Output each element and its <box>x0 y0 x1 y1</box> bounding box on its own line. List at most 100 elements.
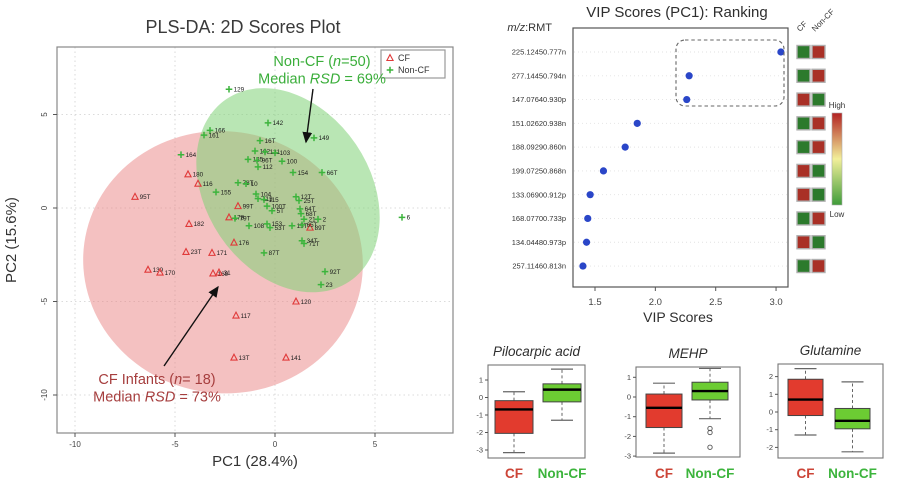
x-tick-label: 5 <box>373 440 378 449</box>
vip-row-label: 147.07640.930p <box>512 95 566 104</box>
x-tick-label: 0 <box>273 440 278 449</box>
point-label: 68T <box>306 211 317 218</box>
point-label: 5T <box>277 208 285 215</box>
point-label: 161 <box>209 132 220 139</box>
noncf-point-marker <box>288 222 296 230</box>
cf-point-marker <box>291 296 301 305</box>
vip-row-label: 134.04480.973p <box>512 238 566 247</box>
heat-cell-cf <box>796 116 811 131</box>
vip-xlabel: VIP Scores <box>643 309 713 325</box>
heat-cell-noncf <box>811 139 826 155</box>
colorbar-low-label: Low <box>830 210 845 219</box>
noncf-point-marker <box>245 222 253 230</box>
point-label: 113 <box>263 196 274 203</box>
category-label-noncf: Non-CF <box>538 466 587 481</box>
box-y-tick-label: 1 <box>627 373 631 382</box>
noncf-annotation-line1: Non-CF (n=50) <box>273 54 370 70</box>
cf-point-marker <box>305 223 315 231</box>
vip-x-tick-label: 2.5 <box>709 297 722 308</box>
vip-row-label: 188.09290.860n <box>512 143 566 152</box>
heat-cell-cf <box>796 211 811 226</box>
cf-point-marker <box>229 238 239 246</box>
colorbar <box>831 112 843 206</box>
point-label: 23 <box>326 282 334 289</box>
noncf-point-marker <box>278 157 286 165</box>
point-label: 64T <box>305 206 316 213</box>
point-label: 71T <box>309 241 320 248</box>
colorbar-high-label: High <box>829 101 845 110</box>
point-label: 100 <box>287 159 298 166</box>
box-y-tick-label: -2 <box>624 432 631 441</box>
point-label: 154 <box>298 170 309 177</box>
noncf-point-marker <box>260 249 268 257</box>
noncf-point-marker <box>297 210 305 217</box>
vip-row-label: 225.12450.777n <box>512 48 566 57</box>
point-label: 166 <box>215 128 226 135</box>
vip-score-dot <box>683 95 691 104</box>
box-y-tick-label: -1 <box>624 412 631 421</box>
point-label: 2 <box>323 217 327 224</box>
heat-cell-cf <box>796 258 811 274</box>
cf-annotation-line1: CF Infants (n= 18) <box>98 372 215 388</box>
heat-cell-cf <box>796 68 811 83</box>
heat-cell-noncf <box>811 163 826 179</box>
noncf-point-marker <box>271 149 279 157</box>
point-label: 104 <box>261 191 272 198</box>
point-label: 117 <box>241 313 252 320</box>
noncf-point-marker <box>225 85 233 93</box>
vip-score-dot <box>582 238 591 246</box>
box-y-tick-label: -2 <box>476 428 483 437</box>
noncf-point-marker <box>318 169 326 176</box>
noncf-point-marker <box>206 127 214 134</box>
cf-point-marker <box>214 267 224 276</box>
heat-cell-noncf <box>811 258 826 274</box>
point-label: 87T <box>269 250 280 257</box>
noncf-point-marker <box>317 281 325 288</box>
noncf-point-marker <box>264 119 272 127</box>
vip-score-dot <box>621 143 629 151</box>
noncf-point-marker <box>295 197 303 204</box>
noncf-annotation-line2: Median RSD = 69% <box>258 72 386 88</box>
noncf-annotation-arrow <box>302 88 314 144</box>
noncf-point-marker <box>252 190 260 198</box>
point-label: 34T <box>307 238 318 245</box>
legend-cf-label: CF <box>398 53 410 63</box>
outlier-point <box>707 429 713 436</box>
point-label: 141 <box>291 355 302 362</box>
vip-score-dot <box>579 262 587 270</box>
point-label: 12T <box>301 194 312 201</box>
noncf-point-marker <box>212 188 220 196</box>
noncf-point-marker <box>242 180 250 187</box>
col-header-noncf: Non-CF <box>810 7 836 33</box>
pc1-axis-label: PC1 (28.4%) <box>212 453 298 470</box>
legend-box <box>380 49 446 79</box>
outlier-point <box>707 425 713 432</box>
point-label: 6 <box>407 215 411 222</box>
vip-row-label: 277.14450.794n <box>512 71 566 80</box>
heat-cell-noncf <box>811 187 826 202</box>
point-label: 96T <box>262 158 273 165</box>
box-noncf <box>834 407 871 430</box>
box-y-tick-label: -2 <box>766 443 773 452</box>
noncf-point-marker <box>263 220 271 228</box>
noncf-point-marker <box>251 147 259 155</box>
noncf-point-marker <box>300 215 308 223</box>
noncf-point-marker <box>177 151 185 159</box>
cf-point-marker <box>224 212 234 221</box>
scores-plot-frame <box>56 46 454 434</box>
vip-row-label: 168.07700.733p <box>512 214 566 223</box>
noncf-point-marker <box>386 66 394 74</box>
heat-cell-cf <box>796 235 811 250</box>
point-label: 79T <box>240 216 251 223</box>
heat-cell-cf <box>796 163 811 179</box>
point-label: 100T <box>272 203 287 210</box>
vip-score-dot <box>586 191 594 199</box>
box-y-tick-label: 0 <box>479 393 483 402</box>
box-y-tick-label: -3 <box>624 452 631 461</box>
vip-row-label: 257.11460.813n <box>512 262 566 271</box>
noncf-point-marker <box>314 215 322 223</box>
vip-score-dot <box>685 72 693 80</box>
point-label: 180 <box>193 172 204 179</box>
vip-row-label: 151.02620.938n <box>512 119 566 128</box>
